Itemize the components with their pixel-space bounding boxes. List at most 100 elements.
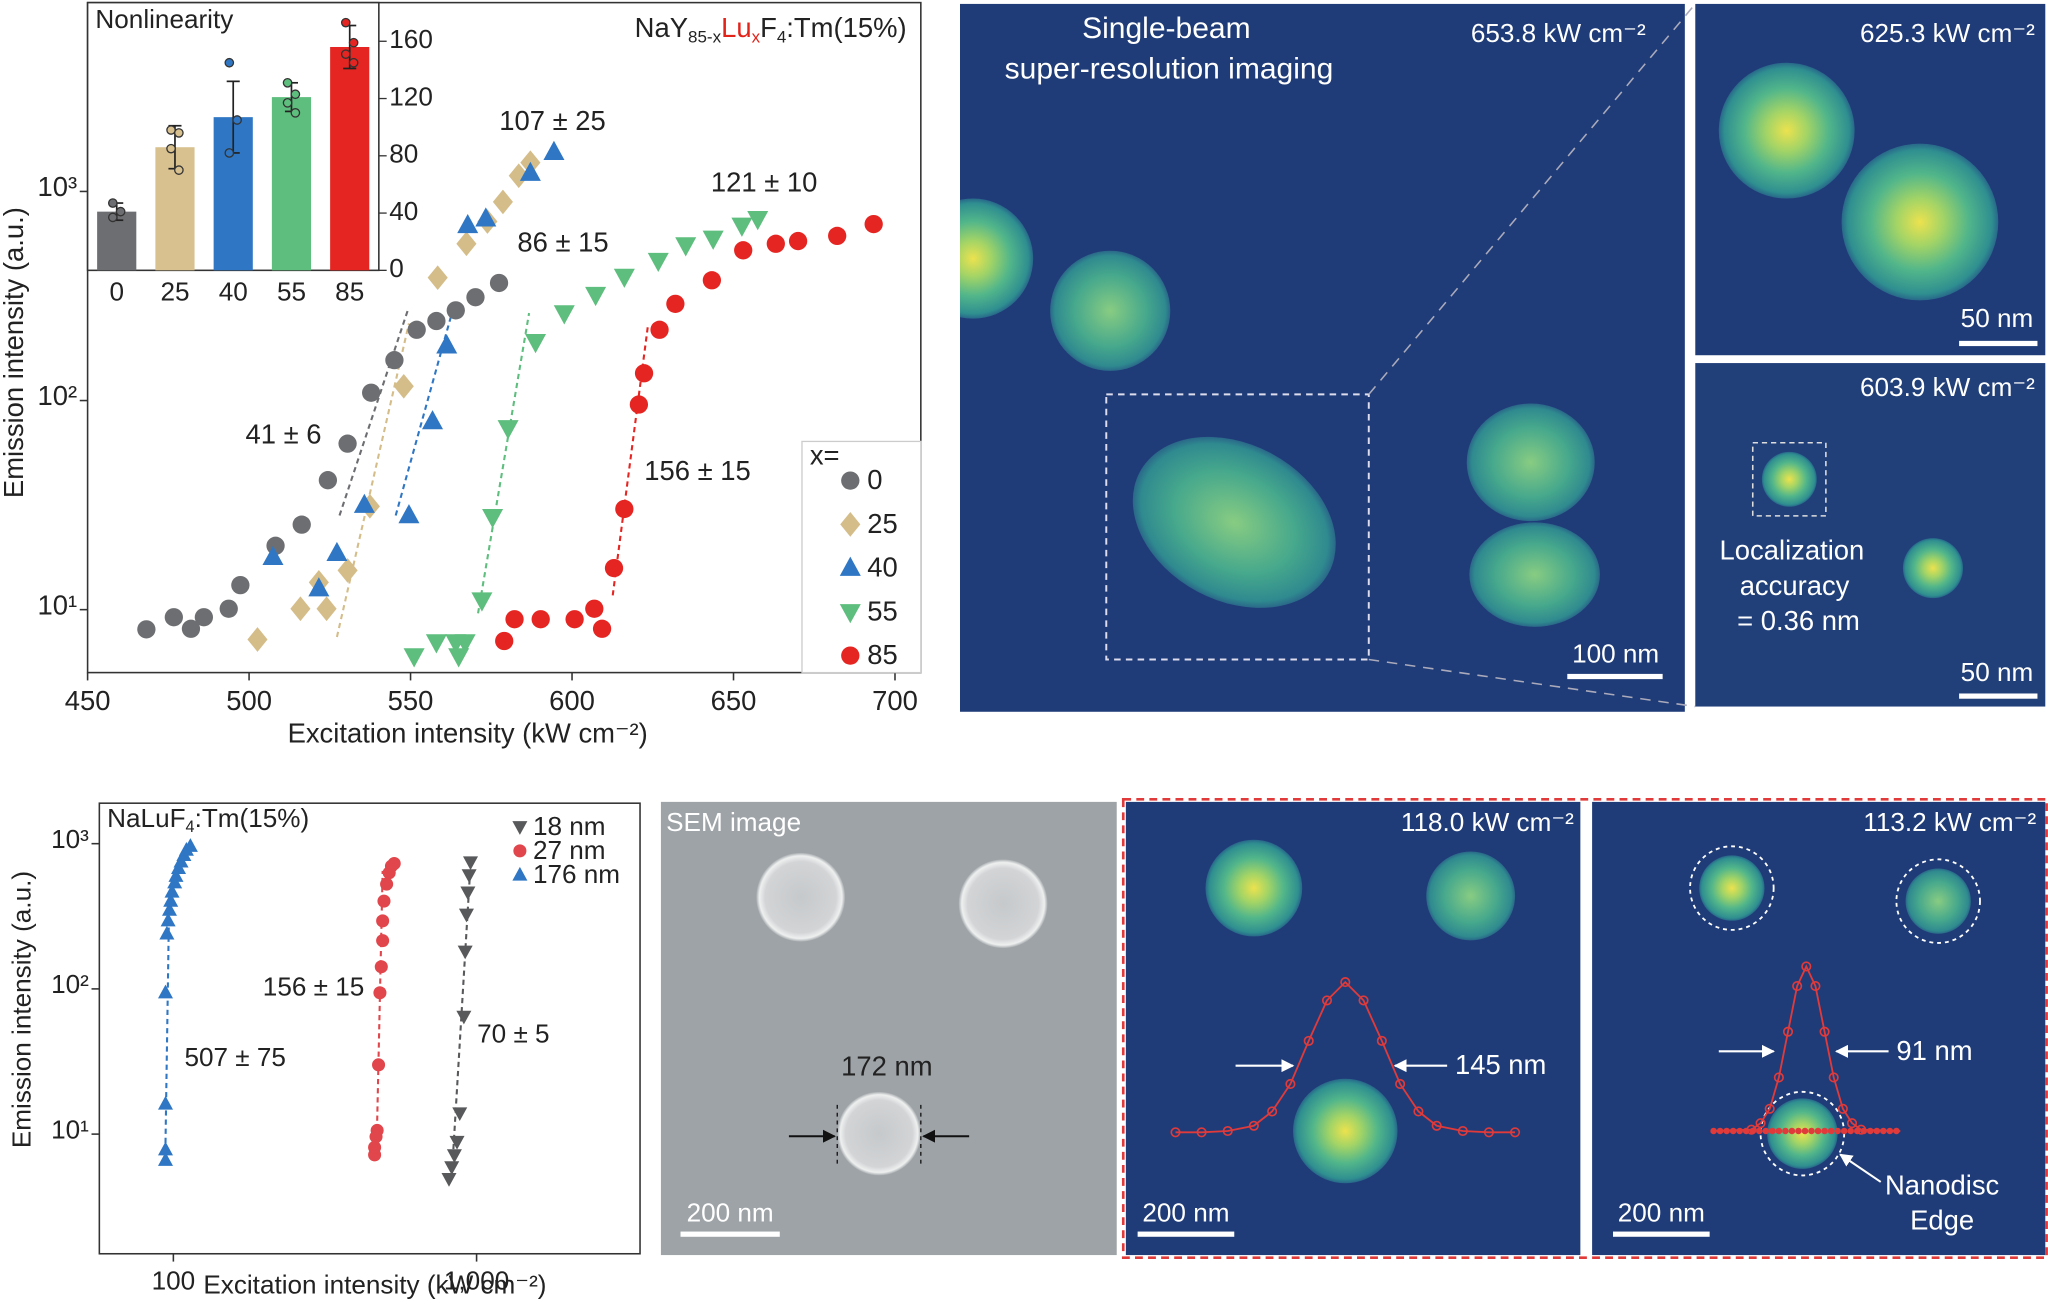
- y-tick-label: 10²: [51, 969, 89, 999]
- replicate-point: [282, 97, 293, 108]
- legend-frame: [801, 440, 922, 674]
- x-tick-label: 40: [219, 277, 248, 307]
- particle: [1293, 1078, 1398, 1184]
- data-point: [163, 892, 179, 907]
- particle: [960, 198, 1034, 319]
- data-point: [585, 599, 604, 618]
- annotation: Localization: [1720, 535, 1865, 566]
- size-label: 172 nm: [841, 1051, 932, 1082]
- micrograph-panel: Single-beam super-resolution imaging 653…: [960, 3, 1696, 712]
- data-point: [508, 163, 529, 189]
- data-point: [747, 211, 769, 231]
- particle: [1426, 851, 1516, 941]
- data-point: [505, 610, 524, 629]
- data-point: [666, 294, 685, 314]
- zoom-line: [1368, 658, 1696, 708]
- particle: [1841, 143, 1999, 301]
- replicate-point: [107, 212, 118, 223]
- scale-bar: [1959, 693, 2038, 699]
- data-point: [828, 226, 847, 246]
- bar: [97, 211, 137, 271]
- legend-marker: [841, 646, 860, 665]
- zoom-box: [1105, 393, 1370, 661]
- image-background: [1125, 801, 1581, 1256]
- x-tick-label: 500: [226, 685, 272, 716]
- data-point: [702, 230, 724, 250]
- data-point: [446, 1149, 462, 1163]
- data-point: [425, 634, 447, 654]
- data-point: [463, 856, 479, 871]
- slope-label: 156 ± 15: [644, 455, 750, 486]
- edge-circle: [1689, 845, 1775, 931]
- data-point: [137, 620, 156, 639]
- legend-marker: [839, 604, 861, 624]
- scale-bar-label: 200 nm: [1618, 1197, 1705, 1227]
- data-point: [460, 886, 476, 901]
- slope-label: 107 ± 25: [499, 105, 605, 136]
- data-point: [788, 231, 808, 251]
- replicate-point: [290, 89, 301, 100]
- data-point: [449, 1135, 465, 1150]
- annotation: Edge: [1910, 1205, 1974, 1236]
- fwhm-label: 91 nm: [1896, 1035, 1972, 1066]
- data-point: [495, 631, 514, 651]
- data-point: [318, 471, 338, 490]
- data-point: [308, 577, 330, 597]
- data-point: [157, 1152, 174, 1166]
- replicate-point: [340, 49, 351, 59]
- x-tick-label: 450: [65, 685, 111, 716]
- data-point: [457, 945, 473, 960]
- data-point: [370, 1123, 384, 1137]
- replicate-point: [174, 165, 184, 175]
- scale-bar-label: 50 nm: [1961, 303, 2034, 333]
- data-point: [377, 894, 391, 908]
- data-point: [525, 334, 547, 354]
- data-point: [262, 545, 284, 566]
- micrograph-panel: 145 nm 118.0 kW cm⁻² 200 nm: [1125, 801, 1581, 1256]
- particle: [958, 859, 1048, 949]
- data-point: [157, 1095, 174, 1110]
- replicate-point: [115, 206, 126, 217]
- legend-label: 85: [867, 639, 897, 670]
- intensity-label: 653.8 kW cm⁻²: [1471, 18, 1646, 48]
- data-point: [585, 286, 607, 307]
- x-tick-label: 25: [160, 277, 189, 307]
- slope-label: 41 ± 6: [245, 418, 321, 449]
- data-point: [466, 288, 485, 307]
- x-tick-label: 650: [711, 685, 757, 716]
- x-tick-label: 55: [277, 277, 306, 307]
- legend-label: 176 nm: [533, 859, 620, 889]
- y-axis-title: Emission intensity (a.u.): [0, 207, 29, 498]
- x-tick-label: 550: [388, 685, 434, 716]
- legend-label: 40: [867, 552, 897, 583]
- legend-label: 27 nm: [533, 835, 606, 865]
- legend-marker: [839, 556, 861, 576]
- slope-label: 70 ± 5: [477, 1019, 549, 1049]
- data-point: [159, 925, 175, 940]
- x-tick-label: 85: [335, 277, 364, 307]
- replicate-point: [166, 125, 176, 135]
- scale-bar: [1959, 340, 2038, 347]
- particle: [1905, 868, 1971, 934]
- title-part: 4: [777, 28, 786, 47]
- particle: [1699, 855, 1765, 921]
- bar: [271, 97, 312, 271]
- fwhm-label: 145 nm: [1455, 1049, 1546, 1080]
- data-point: [398, 504, 420, 524]
- replicate-point: [174, 128, 184, 138]
- legend-marker: [840, 512, 861, 537]
- data-point: [231, 575, 250, 595]
- data-point: [497, 420, 519, 440]
- zoom-line: [1368, 3, 1696, 395]
- data-point: [519, 161, 541, 181]
- data-point: [182, 838, 198, 852]
- data-point: [629, 395, 649, 414]
- legend-label: 25: [867, 508, 897, 539]
- data-point: [531, 610, 550, 629]
- data-point: [376, 914, 390, 928]
- legend-label: 55: [867, 595, 897, 626]
- chart-title: NaLuF4:Tm(15%): [107, 803, 309, 836]
- annotation: Nanodisc: [1885, 1169, 1999, 1200]
- data-point: [164, 883, 180, 898]
